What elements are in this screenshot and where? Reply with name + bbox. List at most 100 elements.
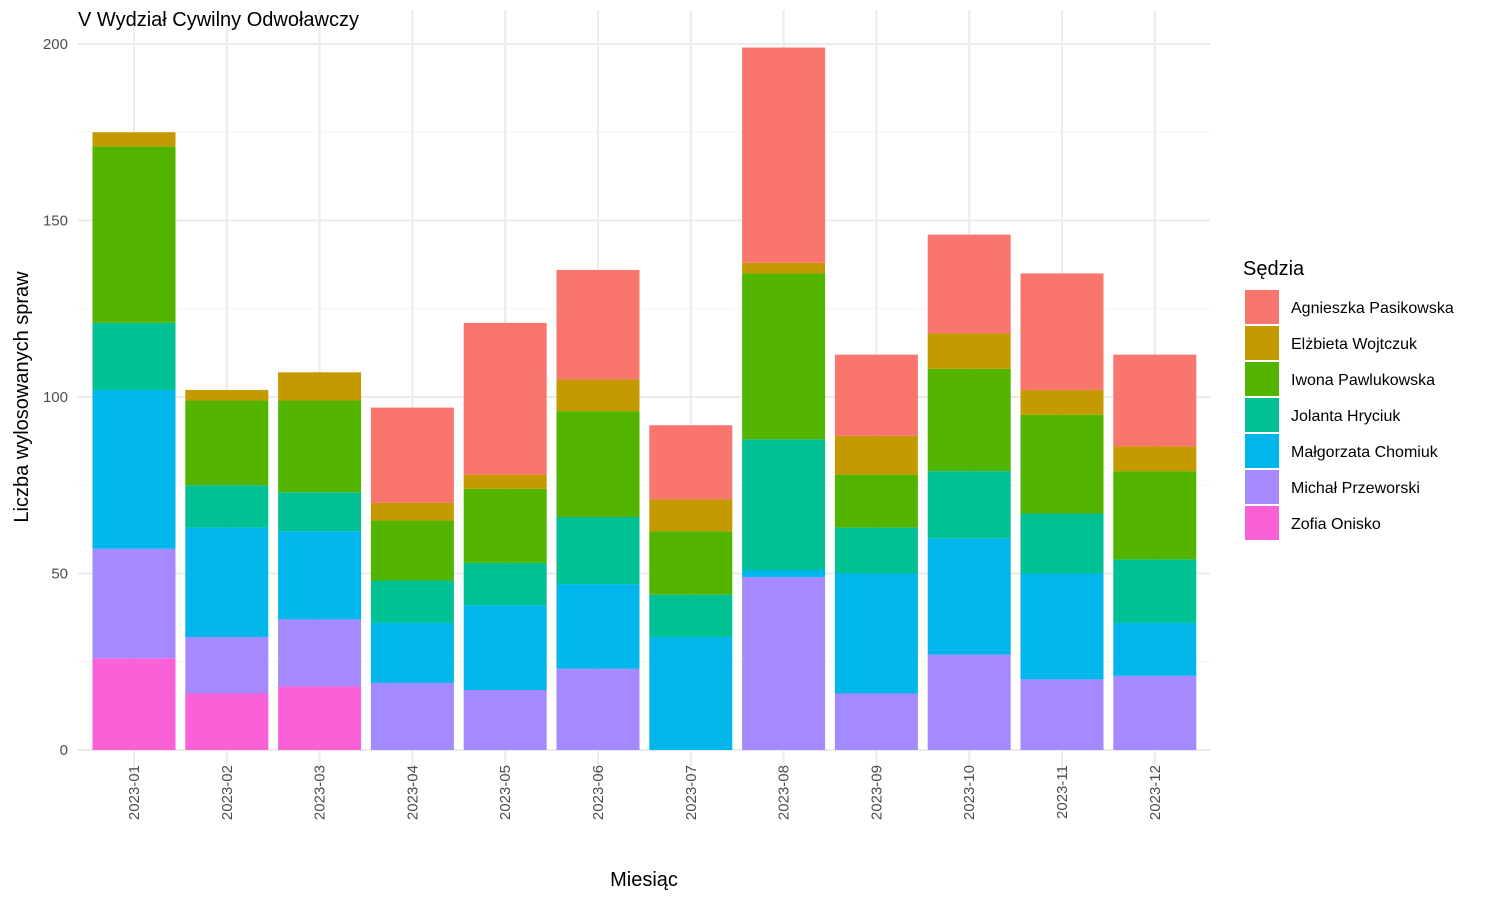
bar-segment	[742, 577, 826, 750]
bar-segment	[834, 435, 918, 475]
x-tick-label: 2023-04	[404, 765, 421, 820]
legend-label: Michał Przeworski	[1291, 480, 1420, 497]
x-tick-label: 2023-09	[868, 765, 885, 820]
y-axis-title: Liczba wylosowanych spraw	[11, 271, 33, 523]
bar-segment	[927, 234, 1011, 334]
bar-segment	[463, 488, 547, 563]
bar-segment	[92, 548, 176, 659]
bar-segment	[556, 379, 640, 412]
bar-segment	[927, 538, 1011, 655]
legend-label: Agnieszka Pasikowska	[1291, 300, 1454, 317]
bar-segment	[1113, 354, 1197, 447]
bar-segment	[92, 132, 176, 147]
bar-segment	[1020, 513, 1104, 574]
bar-segment	[1113, 446, 1197, 472]
bar-segment	[370, 407, 454, 503]
bar-segment	[742, 47, 826, 263]
legend-label: Małgorzata Chomiuk	[1291, 444, 1439, 461]
bar-segment	[834, 573, 918, 694]
bar-segment	[649, 637, 733, 750]
bar-segment	[92, 146, 176, 323]
x-tick-label: 2023-02	[219, 765, 236, 820]
bars	[92, 47, 1197, 750]
x-tick-label: 2023-03	[312, 765, 329, 820]
bar-segment	[742, 439, 826, 570]
bar-segment	[1113, 471, 1197, 560]
legend-swatch	[1245, 290, 1279, 324]
bar-segment	[1020, 573, 1104, 680]
chart-title: V Wydział Cywilny Odwoławczy	[78, 9, 359, 31]
bar-segment	[649, 425, 733, 500]
bar-segment	[370, 502, 454, 521]
bar-segment	[185, 527, 269, 638]
bar-segment	[649, 499, 733, 532]
legend-items: Agnieszka Pasikowska Elżbieta Wojtczuk Iwo…	[1245, 290, 1454, 540]
legend-swatch	[1245, 398, 1279, 432]
bar-segment	[742, 273, 826, 440]
bar-segment	[278, 686, 362, 750]
bar-segment	[278, 492, 362, 532]
bar-segment	[927, 333, 1011, 369]
bar-segment	[1020, 679, 1104, 750]
legend-label: Zofia Onisko	[1291, 516, 1381, 533]
legend-swatch	[1245, 362, 1279, 396]
bar-segment	[370, 682, 454, 750]
bar-segment	[834, 693, 918, 750]
bar-segment	[1020, 273, 1104, 390]
bar-segment	[556, 668, 640, 750]
y-tick-label: 50	[51, 566, 68, 583]
bar-segment	[370, 520, 454, 581]
bar-segment	[742, 569, 826, 578]
legend-label: Elżbieta Wojtczuk	[1291, 336, 1418, 353]
bar-segment	[92, 389, 176, 549]
bar-segment	[463, 605, 547, 690]
bar-segment	[927, 471, 1011, 539]
x-tick-label: 2023-06	[590, 765, 607, 820]
bar-segment	[185, 485, 269, 528]
bar-segment	[185, 693, 269, 750]
bar-segment	[649, 594, 733, 638]
x-axis-ticks: 2023-01 2023-02 2023-03 2023-04 2023-05 2023-…	[126, 765, 1164, 820]
bar-segment	[463, 474, 547, 489]
legend: Sędzia Agnieszka Pasikowska Elżbieta Wojt…	[1243, 258, 1454, 540]
x-tick-label: 2023-07	[683, 765, 700, 820]
bar-segment	[370, 622, 454, 683]
legend-label: Jolanta Hryciuk	[1291, 408, 1401, 425]
bar-segment	[1020, 414, 1104, 514]
bar-segment	[278, 400, 362, 493]
bar-segment	[834, 527, 918, 574]
bar-segment	[278, 372, 362, 401]
bar-segment	[1020, 389, 1104, 415]
x-tick-label: 2023-12	[1147, 765, 1164, 820]
y-axis-ticks: 0 50 100 150 200	[43, 36, 68, 759]
bar-segment	[834, 474, 918, 528]
y-tick-label: 150	[43, 213, 68, 230]
x-tick-label: 2023-11	[1054, 765, 1071, 819]
bar-segment	[92, 658, 176, 750]
bar-segment	[1113, 675, 1197, 750]
y-tick-label: 200	[43, 36, 68, 53]
legend-swatch	[1245, 470, 1279, 504]
bar-segment	[927, 368, 1011, 472]
bar-segment	[556, 517, 640, 585]
bar-segment	[834, 354, 918, 436]
bar-segment	[742, 262, 826, 274]
bar-segment	[1113, 622, 1197, 676]
bar-segment	[463, 689, 547, 750]
bar-segment	[463, 562, 547, 606]
legend-swatch	[1245, 326, 1279, 360]
x-tick-label: 2023-01	[126, 765, 143, 820]
legend-swatch	[1245, 434, 1279, 468]
bar-segment	[556, 584, 640, 669]
legend-title: Sędzia	[1243, 258, 1305, 280]
legend-swatch	[1245, 506, 1279, 540]
bar-segment	[1113, 559, 1197, 623]
bar-segment	[185, 400, 269, 486]
bar-segment	[278, 619, 362, 687]
bar-segment	[185, 637, 269, 694]
bar-segment	[649, 531, 733, 595]
bar-segment	[463, 322, 547, 475]
x-tick-label: 2023-08	[776, 765, 793, 820]
